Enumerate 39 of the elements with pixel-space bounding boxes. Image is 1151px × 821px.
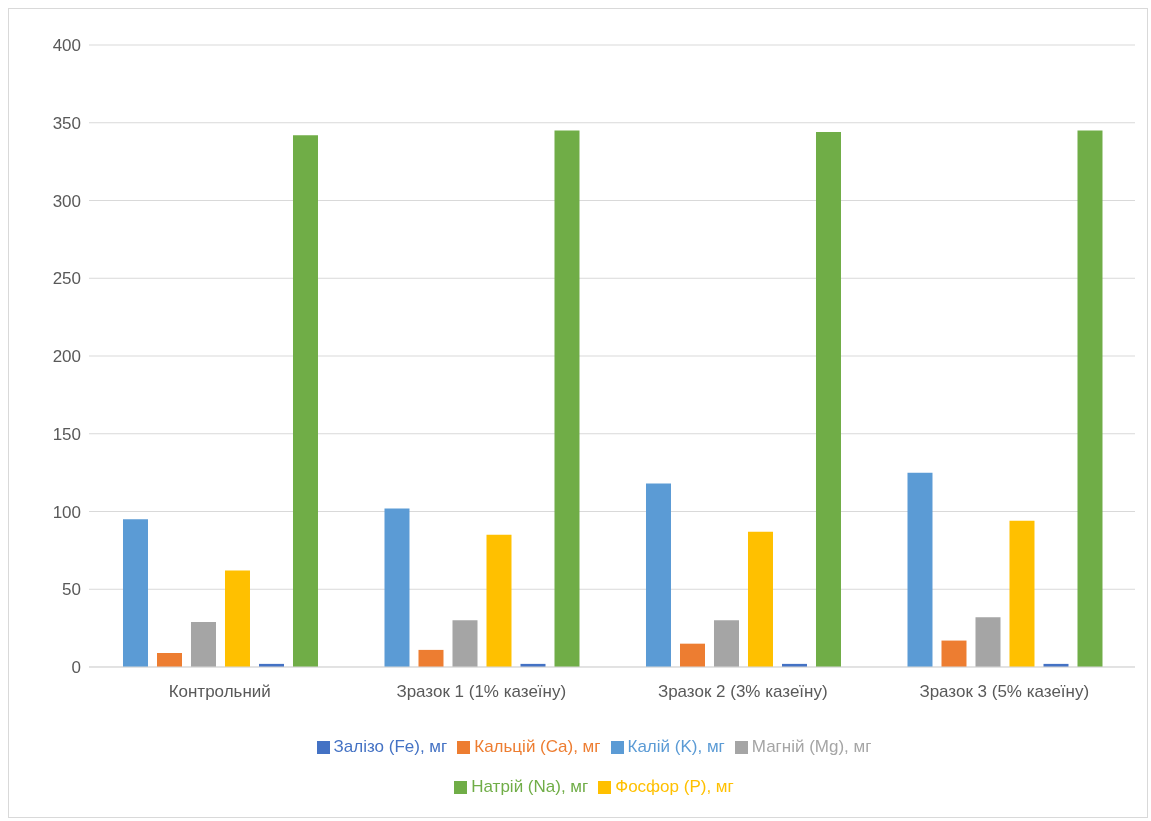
bar [225,570,250,667]
bar [452,620,478,667]
legend-label: Магній (Mg), мг [751,737,872,756]
bar [293,135,318,667]
x-tick-label: Контрольний [168,682,271,702]
bar [748,531,773,667]
bar [1077,130,1103,667]
legend-label: Кальцій (Ca), мг [474,737,601,756]
bar [816,132,841,667]
y-tick-label: 0 [71,658,81,678]
bar [1009,520,1035,667]
bar [554,130,580,667]
legend-label: Натрій (Na), мг [471,777,589,796]
bar [646,483,671,667]
x-tick-label: Зразок 2 (3% казеїну) [657,682,828,702]
bar [157,653,182,667]
y-tick-label: 200 [52,347,81,367]
y-tick-label: 400 [52,36,81,56]
x-tick-label: Зразок 3 (5% казеїну) [919,682,1090,702]
bar [123,519,148,667]
bar [941,640,967,667]
y-tick-label: 50 [62,580,81,600]
y-tick-label: 150 [52,424,81,444]
bar [714,620,739,667]
bar [907,472,933,667]
legend-label: Залізо (Fe), мг [333,737,448,756]
y-tick-label: 250 [52,269,81,289]
y-tick-label: 350 [52,113,81,133]
bar [486,534,512,667]
x-tick-label: Зразок 1 (1% казеїну) [396,682,567,702]
bar [680,643,705,667]
bar [975,617,1001,667]
bar [384,508,410,667]
y-tick-label: 300 [52,191,81,211]
bar [418,649,444,667]
y-tick-label: 100 [52,502,81,522]
legend-label: Калій (K), мг [627,737,725,756]
bar [191,621,216,667]
legend-label: Фосфор (P), мг [615,777,734,796]
